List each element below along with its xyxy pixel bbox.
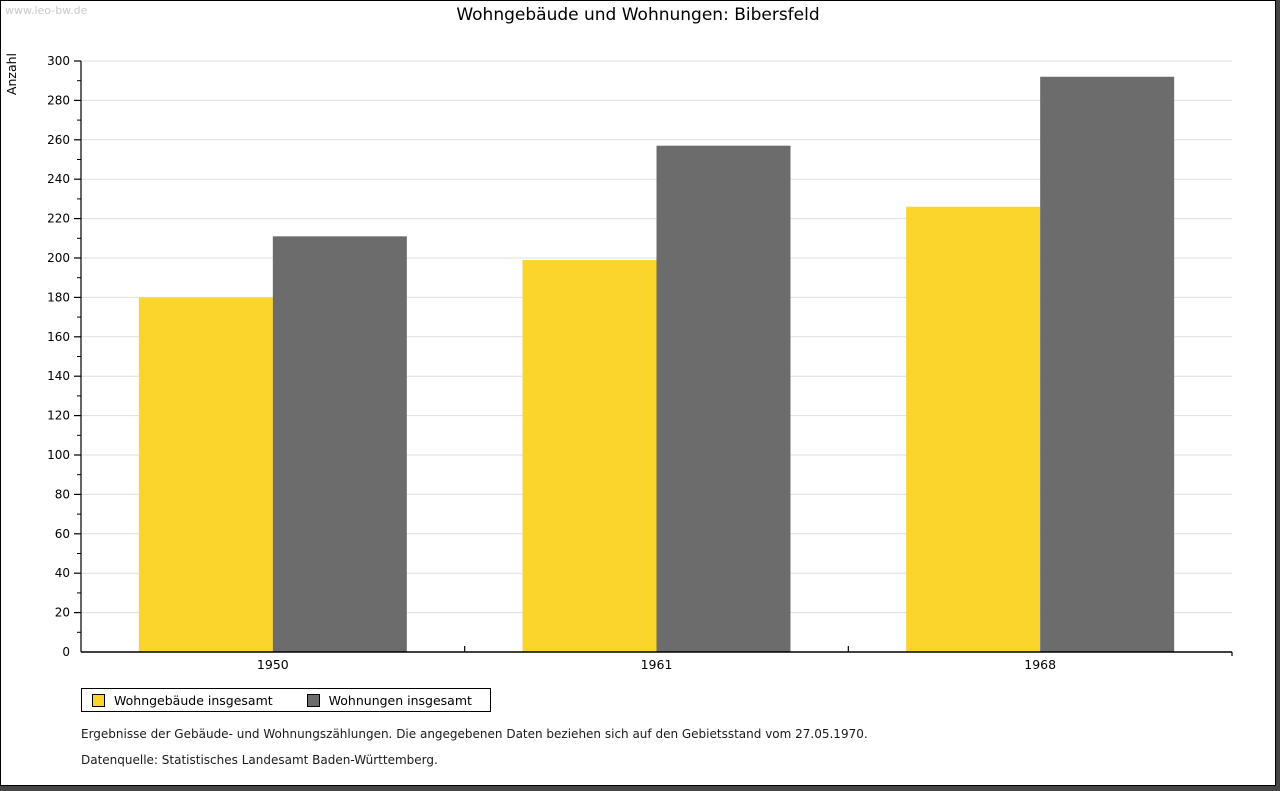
x-tick-label: 1968: [1024, 657, 1056, 672]
legend-label: Wohngebäude insgesamt: [114, 692, 273, 708]
y-tick-label: 280: [47, 93, 70, 107]
x-tick-label: 1961: [641, 657, 673, 672]
y-tick-label: 100: [47, 448, 70, 462]
bar-wohnungen-1961: [656, 145, 791, 652]
bar-wohngebäude-1968: [906, 206, 1041, 652]
y-tick-label: 60: [55, 527, 70, 541]
y-axis-label: Anzahl: [4, 53, 19, 96]
y-tick-label: 200: [47, 251, 70, 265]
footnote-source-note: Ergebnisse der Gebäude- und Wohnungszähl…: [81, 727, 868, 741]
y-tick-label: 0: [62, 645, 70, 659]
legend-item-wohngebaeude: Wohngebäude insgesamt: [92, 693, 273, 708]
legend-swatch-yellow: [92, 693, 105, 707]
y-tick-label: 220: [47, 212, 70, 226]
legend-item-wohnungen: Wohnungen insgesamt: [306, 692, 472, 708]
y-tick-label: 140: [47, 369, 70, 383]
bar-wohngebäude-1950: [138, 297, 273, 652]
bar-wohngebäude-1961: [522, 259, 657, 652]
legend-swatch-gray: [306, 693, 320, 707]
y-tick-label: 40: [55, 566, 70, 580]
y-tick-label: 20: [55, 606, 70, 620]
chart-title: Wohngebäude und Wohnungen: Bibersfeld: [456, 5, 820, 25]
x-tick-label: 1950: [257, 657, 289, 672]
y-tick-label: 300: [47, 54, 70, 68]
y-tick-label: 260: [47, 133, 70, 147]
bar-wohnungen-1950: [272, 236, 407, 652]
bar-wohnungen-1968: [1040, 76, 1175, 652]
y-tick-label: 240: [47, 172, 70, 186]
y-tick-label: 120: [47, 409, 70, 423]
footnote-data-source: Datenquelle: Statistisches Landesamt Bad…: [81, 753, 438, 767]
legend-box: Wohngebäude insgesamt Wohnungen insgesam…: [81, 688, 491, 712]
y-tick-label: 180: [47, 290, 70, 304]
legend-label: Wohnungen insgesamt: [328, 692, 472, 708]
y-tick-label: 160: [47, 330, 70, 344]
watermark-url: www.leo-bw.de: [5, 4, 88, 17]
y-tick-label: 80: [55, 487, 70, 501]
